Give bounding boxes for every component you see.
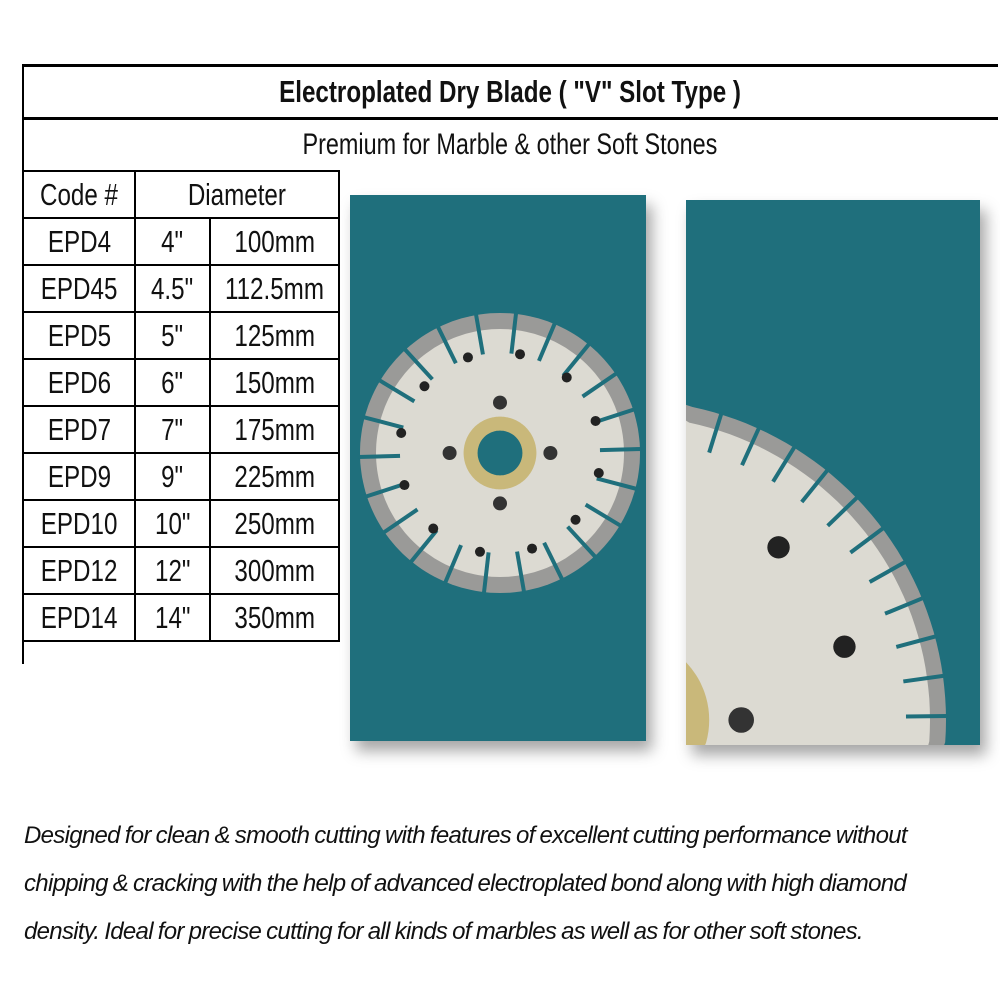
code-cell: EPD9 <box>22 452 136 501</box>
table-row: EPD7 7" 175mm <box>22 405 340 454</box>
header-code: Code # <box>22 170 136 219</box>
subtitle-text: Premium for Marble & other Soft Stones <box>302 128 718 161</box>
spec-table: Code # Diameter EPD4 4" 100mm EPD45 4.5" 112.… <box>22 170 340 642</box>
code-cell: EPD14 <box>22 593 136 642</box>
description-line: density. Ideal for precise cutting for a… <box>24 918 864 945</box>
page-subtitle: Premium for Marble & other Soft Stones <box>22 117 998 172</box>
blade-image <box>358 311 642 595</box>
blade-photo-closeup <box>686 200 980 745</box>
table-row: EPD5 5" 125mm <box>22 311 340 360</box>
mm-cell: 125mm <box>209 311 340 360</box>
mm-cell: 150mm <box>209 358 340 407</box>
mm-cell: 112.5mm <box>209 264 340 313</box>
table-row: EPD4 4" 100mm <box>22 217 340 266</box>
inch-cell: 6" <box>134 358 211 407</box>
description-line: Designed for clean & smooth cutting with… <box>24 822 908 849</box>
product-description: Designed for clean & smooth cutting with… <box>24 812 984 956</box>
title-text: Electroplated Dry Blade ( "V" Slot Type … <box>279 74 741 109</box>
table-row: EPD6 6" 150mm <box>22 358 340 407</box>
table-row: EPD45 4.5" 112.5mm <box>22 264 340 313</box>
code-cell: EPD12 <box>22 546 136 595</box>
inch-cell: 14" <box>134 593 211 642</box>
mm-cell: 250mm <box>209 499 340 548</box>
mm-cell: 225mm <box>209 452 340 501</box>
header-diameter: Diameter <box>134 170 340 219</box>
code-cell: EPD4 <box>22 217 136 266</box>
inch-cell: 5" <box>134 311 211 360</box>
code-cell: EPD7 <box>22 405 136 454</box>
code-cell: EPD5 <box>22 311 136 360</box>
blade-photo-full <box>350 195 646 741</box>
inch-cell: 10" <box>134 499 211 548</box>
mm-cell: 350mm <box>209 593 340 642</box>
inch-cell: 9" <box>134 452 211 501</box>
code-cell: EPD45 <box>22 264 136 313</box>
table-row: EPD9 9" 225mm <box>22 452 340 501</box>
code-cell: EPD10 <box>22 499 136 548</box>
inch-cell: 7" <box>134 405 211 454</box>
mm-cell: 175mm <box>209 405 340 454</box>
code-cell: EPD6 <box>22 358 136 407</box>
table-row: EPD12 12" 300mm <box>22 546 340 595</box>
mm-cell: 100mm <box>209 217 340 266</box>
blade-closeup-image <box>686 400 948 745</box>
table-row: EPD14 14" 350mm <box>22 593 340 642</box>
mm-cell: 300mm <box>209 546 340 595</box>
description-line: chipping & cracking with the help of adv… <box>24 870 907 897</box>
inch-cell: 4" <box>134 217 211 266</box>
page-title: Electroplated Dry Blade ( "V" Slot Type … <box>22 64 998 119</box>
inch-cell: 12" <box>134 546 211 595</box>
inch-cell: 4.5" <box>134 264 211 313</box>
table-row: EPD10 10" 250mm <box>22 499 340 548</box>
table-header: Code # Diameter <box>22 170 340 219</box>
